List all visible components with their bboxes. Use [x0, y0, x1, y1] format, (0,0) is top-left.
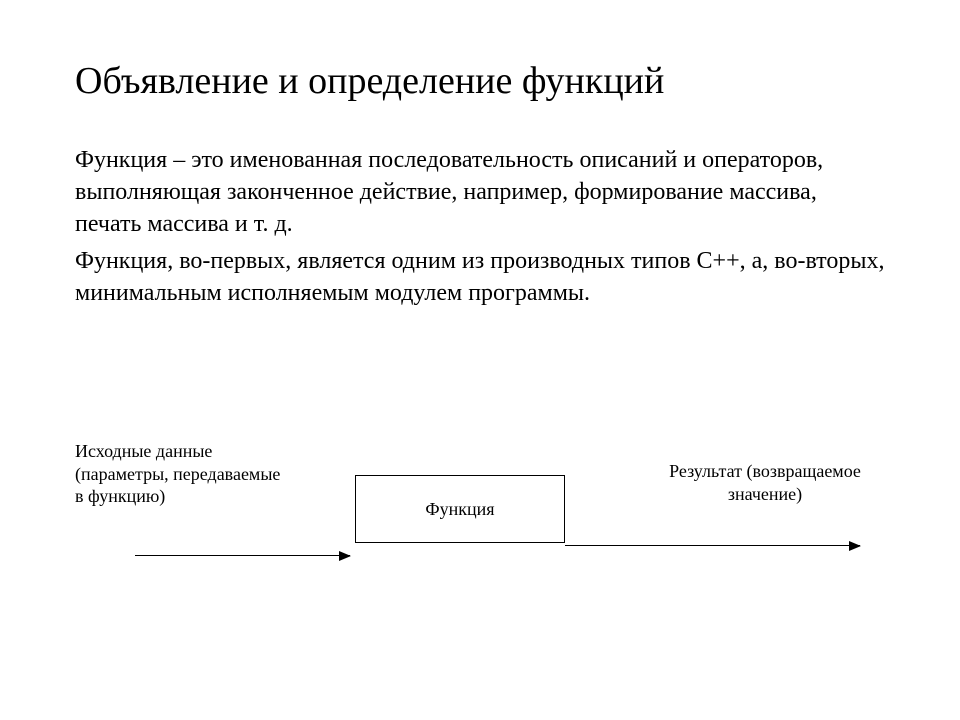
diagram-function-box: Функция [355, 475, 565, 543]
arrow-input-icon [135, 555, 350, 556]
function-box-label: Функция [425, 499, 494, 520]
function-diagram: Исходные данные (параметры, передаваемые… [75, 440, 885, 610]
paragraph-2: Функция, во-первых, является одним из пр… [75, 245, 885, 310]
paragraph-1: Функция – это именованная последовательн… [75, 144, 885, 241]
slide: Объявление и определение функций Функция… [0, 0, 960, 720]
output-label-line1: Результат (возвращаемое [669, 461, 861, 481]
diagram-input-label: Исходные данные (параметры, передаваемые… [75, 440, 335, 508]
body-text: Функция – это именованная последовательн… [75, 144, 885, 310]
arrow-output-icon [565, 545, 860, 546]
input-label-line3: в функцию) [75, 486, 165, 506]
slide-title: Объявление и определение функций [75, 60, 885, 104]
output-label-line2: значение) [728, 484, 802, 504]
input-label-line1: Исходные данные [75, 441, 212, 461]
input-label-line2: (параметры, передаваемые [75, 464, 280, 484]
diagram-output-label: Результат (возвращаемое значение) [645, 460, 885, 505]
